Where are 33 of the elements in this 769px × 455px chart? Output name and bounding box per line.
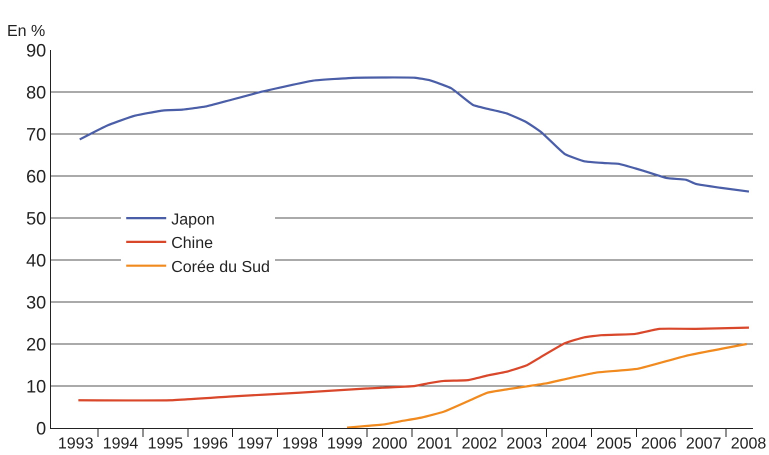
x-tick-label: 2007 bbox=[686, 435, 722, 452]
y-tick-label: 60 bbox=[26, 166, 46, 186]
x-tick-label: 1993 bbox=[58, 435, 94, 452]
y-tick-label: 10 bbox=[26, 376, 46, 396]
x-tick-label: 1994 bbox=[102, 435, 138, 452]
legend-label: Japon bbox=[171, 211, 215, 228]
line-series bbox=[77, 326, 750, 402]
x-tick-label: 1998 bbox=[282, 435, 318, 452]
x-tick-label: 2001 bbox=[416, 435, 452, 452]
y-axis-title: En % bbox=[7, 23, 46, 40]
y-tick-label: 0 bbox=[36, 418, 46, 438]
x-tick-label: 2000 bbox=[372, 435, 408, 452]
legend-label: Corée du Sud bbox=[171, 258, 270, 276]
x-tick-label: 2008 bbox=[730, 435, 766, 452]
x-tick-label: 2003 bbox=[506, 435, 542, 452]
x-tick-label: 2005 bbox=[596, 435, 632, 452]
x-tick-label: 1996 bbox=[192, 435, 228, 452]
line-series bbox=[78, 76, 750, 193]
y-tick-label: 50 bbox=[26, 208, 46, 228]
x-tick-label: 2004 bbox=[551, 435, 587, 452]
x-tick-label: 1997 bbox=[237, 435, 273, 452]
y-tick-label: 20 bbox=[26, 334, 46, 354]
y-tick-label: 80 bbox=[26, 82, 46, 102]
x-tick-label: 2006 bbox=[641, 435, 677, 452]
y-tick-label: 30 bbox=[26, 292, 46, 312]
x-tick-label: 1999 bbox=[327, 435, 363, 452]
y-tick-label: 70 bbox=[26, 124, 46, 144]
line-series bbox=[346, 342, 748, 428]
x-tick-label: 1995 bbox=[148, 435, 184, 452]
y-tick-label: 90 bbox=[26, 40, 46, 60]
x-tick-label: 2002 bbox=[462, 435, 498, 452]
y-tick-label: 40 bbox=[26, 250, 46, 270]
legend-label: Chine bbox=[171, 235, 214, 252]
